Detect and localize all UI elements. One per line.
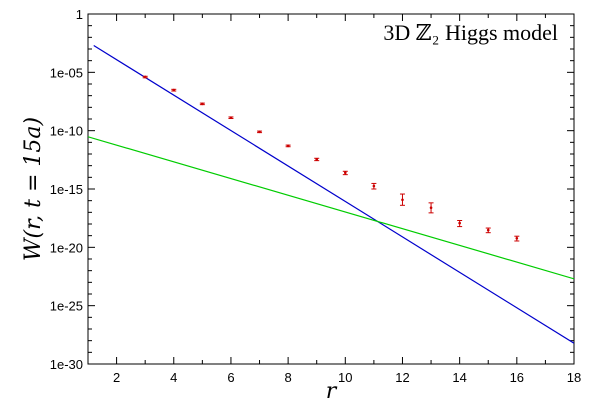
- data-point: [371, 182, 377, 190]
- point-marker: [343, 171, 347, 174]
- x-axis-ticks: 2 4 6 8 10 12 14 16 18: [87, 14, 581, 385]
- x-tick-label: 2: [113, 370, 120, 385]
- fit-line-1: [93, 44, 574, 344]
- data-point: [428, 202, 434, 214]
- point-marker: [401, 198, 404, 202]
- x-axis-label: r: [326, 379, 338, 404]
- point-marker: [372, 184, 376, 188]
- point-marker: [515, 236, 519, 240]
- point-marker: [143, 75, 147, 79]
- x-tick-label: 4: [170, 370, 177, 385]
- data-point: [142, 75, 148, 79]
- point-marker: [286, 144, 290, 148]
- x-tick-label: 6: [227, 370, 234, 385]
- data-point: [285, 144, 291, 148]
- y-tick-label: 1e-30: [50, 357, 83, 372]
- x-tick-label: 8: [285, 370, 292, 385]
- fit-line-2: [88, 136, 574, 280]
- data-point: [199, 102, 205, 106]
- data-point: [228, 116, 234, 120]
- data-point: [514, 235, 520, 242]
- y-tick-label: 1e-10: [50, 124, 83, 139]
- x-tick-label: 16: [510, 370, 524, 385]
- x-tick-label: 14: [452, 370, 466, 385]
- chart-title: 3D ℤ₂ Higgs model: [383, 20, 558, 45]
- data-points: [142, 75, 520, 242]
- point-marker: [458, 221, 461, 225]
- x-tick-label: 10: [338, 370, 352, 385]
- point-marker: [429, 206, 433, 209]
- y-axis-ticks: 1e-30 1e-25 1e-20 1e-15 1e-10 1e-05 1: [50, 7, 574, 372]
- plot-frame: [87, 13, 575, 365]
- point-marker: [229, 116, 233, 119]
- point-marker: [315, 158, 319, 161]
- y-tick-label: 1e-15: [50, 182, 83, 197]
- point-marker: [172, 88, 176, 92]
- data-point: [485, 227, 491, 234]
- y-axis-label: W(r, t = 15a): [21, 117, 46, 261]
- y-tick-label: 1e-20: [50, 240, 83, 255]
- data-point: [257, 130, 263, 134]
- fit-lines: [88, 44, 574, 344]
- data-point: [314, 157, 320, 162]
- point-marker: [486, 228, 490, 232]
- x-tick-label: 18: [567, 370, 581, 385]
- y-tick-label: 1e-25: [50, 299, 83, 314]
- point-marker: [258, 130, 261, 134]
- data-point: [171, 88, 177, 92]
- data-point: [457, 219, 463, 228]
- y-tick-label: 1: [76, 7, 83, 22]
- y-tick-label: 1e-05: [50, 65, 83, 80]
- data-point: [399, 193, 405, 206]
- x-tick-label: 12: [395, 370, 409, 385]
- data-point: [342, 170, 348, 176]
- point-marker: [201, 102, 204, 106]
